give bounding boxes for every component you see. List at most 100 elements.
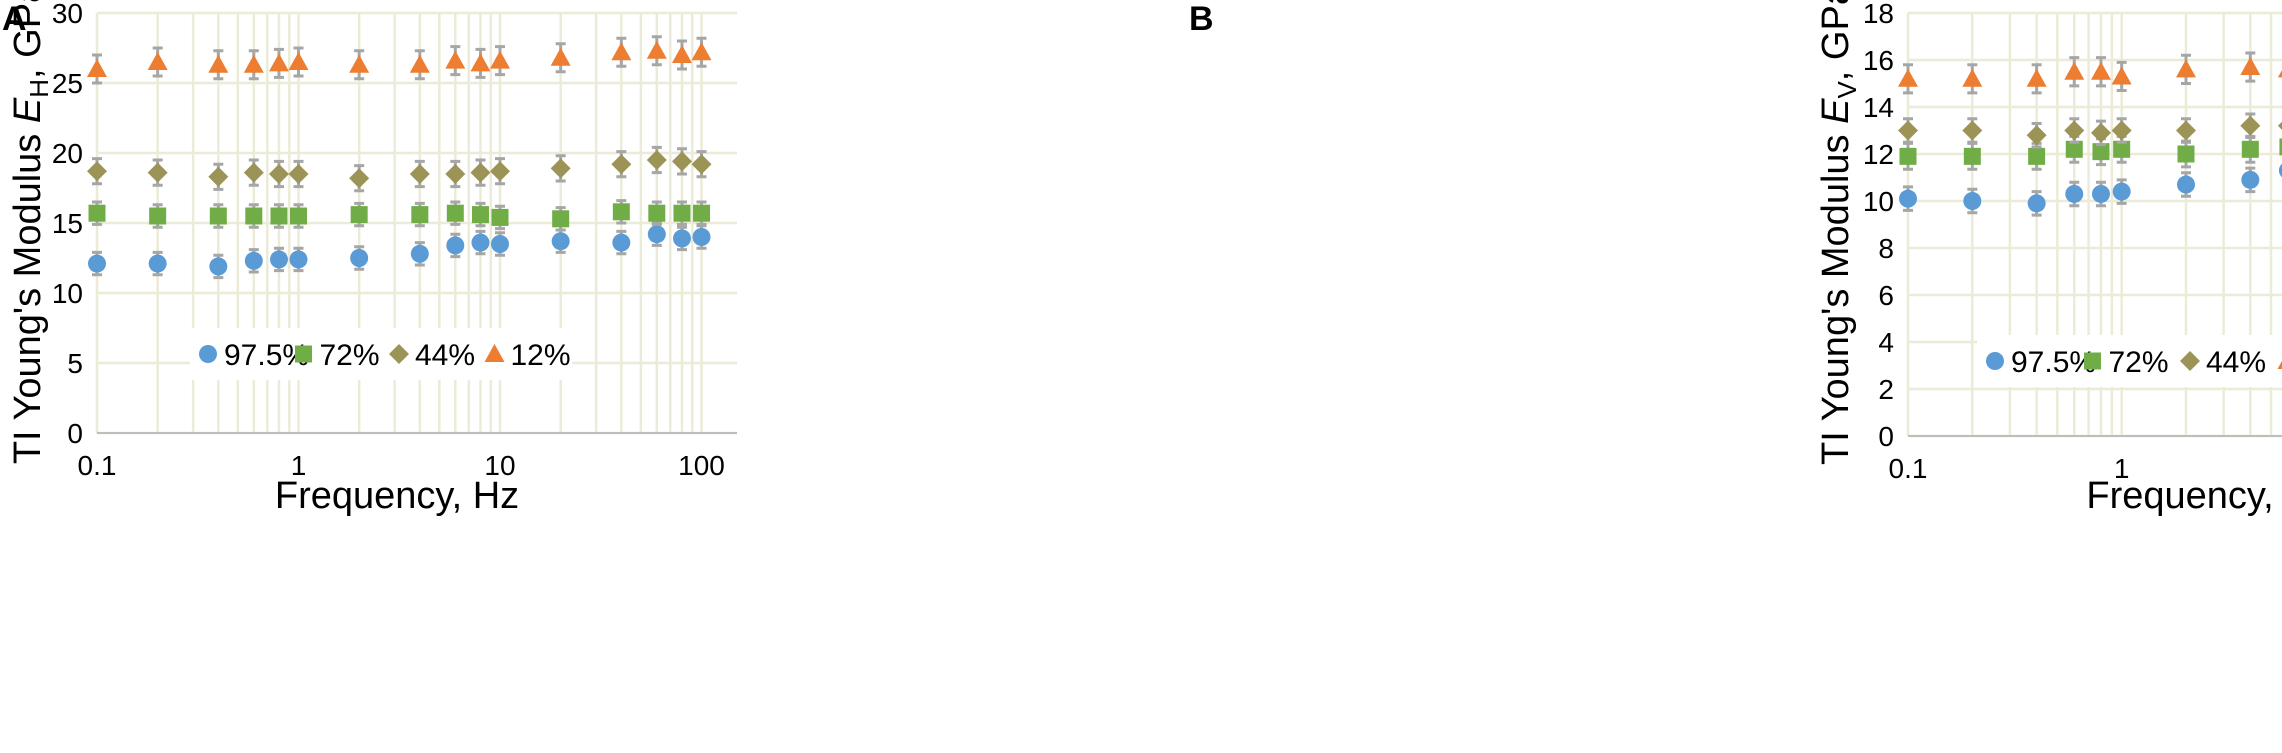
- data-point: [692, 228, 711, 246]
- data-point: [2111, 66, 2132, 85]
- series-square: [88, 199, 711, 232]
- data-point: [2028, 147, 2046, 165]
- series-diamond: [87, 145, 712, 193]
- data-point: [350, 249, 369, 267]
- legend-marker-diamond: [2180, 351, 2200, 371]
- data-point: [446, 204, 464, 222]
- data-point: [1898, 68, 1918, 87]
- data-point: [2176, 175, 2195, 194]
- data-point: [2175, 120, 2196, 141]
- legend-marker-triangle: [2277, 360, 2282, 369]
- data-point: [612, 203, 630, 221]
- data-point: [1962, 120, 1983, 141]
- data-point: [409, 164, 430, 184]
- y-tick-label: 18: [1863, 0, 1894, 29]
- data-point: [2065, 140, 2083, 158]
- data-point: [270, 207, 288, 225]
- series-triangle: [1898, 51, 2282, 95]
- data-point: [2277, 70, 2282, 78]
- x-axis-title: Frequency, Hz: [2086, 475, 2282, 517]
- data-point: [550, 158, 571, 179]
- data-point: [446, 236, 465, 255]
- data-point: [646, 150, 667, 170]
- chart-panel-b: B TI Young's Modulus EV, GPa Frequency, …: [1141, 0, 2282, 753]
- legend-label: 44%: [415, 339, 475, 372]
- chart-panel-a: A TI Young's Modulus EH, GPa Frequency, …: [2, 0, 737, 517]
- data-point: [550, 47, 571, 66]
- data-point: [673, 204, 691, 222]
- data-point: [350, 206, 368, 224]
- y-tick-label: 2: [1878, 374, 1894, 405]
- legend-label: 97.5%: [224, 339, 309, 372]
- y-tick-label: 0: [67, 418, 83, 449]
- data-point: [147, 52, 168, 70]
- data-point: [2092, 143, 2110, 161]
- x-tick-label: 1: [2114, 453, 2130, 484]
- y-tick-label: 10: [52, 278, 83, 309]
- legend: 97.5%72%44%12%: [190, 328, 572, 380]
- data-point: [2064, 120, 2085, 141]
- data-point: [87, 161, 107, 182]
- legend: 97.5%72%44%12%: [1977, 335, 2282, 387]
- y-tick-label: 4: [1878, 327, 1894, 358]
- data-point: [611, 42, 632, 61]
- data-point: [88, 204, 106, 222]
- data-point: [289, 250, 308, 269]
- data-point: [2112, 182, 2131, 201]
- data-point: [2091, 184, 2110, 203]
- y-tick-label: 25: [52, 68, 83, 99]
- series-diamond: [1898, 112, 2282, 149]
- y-axis-title: TI Young's Modulus EV, GPa: [1815, 0, 1862, 465]
- series-triangle: [87, 35, 712, 85]
- data-point: [648, 204, 666, 222]
- data-point: [147, 162, 168, 183]
- data-point: [411, 206, 429, 224]
- legend-marker-square: [295, 345, 312, 363]
- data-point: [1963, 192, 1982, 210]
- x-tick-label: 0.1: [78, 450, 117, 481]
- data-point: [243, 162, 264, 183]
- data-point: [552, 210, 570, 228]
- data-point: [490, 50, 511, 69]
- y-tick-label: 16: [1863, 45, 1894, 76]
- data-point: [2111, 120, 2132, 141]
- data-point: [471, 233, 490, 252]
- data-point: [1899, 147, 1917, 165]
- legend-background: [1977, 335, 2282, 387]
- chart-b: B TI Young's Modulus EV, GPa Frequency, …: [1189, 0, 2282, 517]
- legend-marker-diamond: [389, 344, 409, 364]
- legend-marker-square: [2084, 352, 2101, 370]
- data-point: [2064, 61, 2085, 80]
- legend-marker-triangle: [484, 344, 505, 362]
- data-point: [2113, 140, 2131, 158]
- data-point: [646, 40, 667, 59]
- data-point: [647, 225, 666, 244]
- data-point: [491, 208, 509, 226]
- data-point: [1962, 68, 1983, 87]
- data-point: [349, 54, 370, 73]
- data-point: [491, 235, 510, 253]
- data-point: [208, 54, 229, 73]
- data-point: [268, 164, 289, 184]
- legend-label: 72%: [320, 339, 380, 372]
- legend-marker-circle: [199, 345, 217, 363]
- data-point: [209, 257, 228, 276]
- data-point: [290, 207, 308, 225]
- data-point: [2027, 194, 2046, 213]
- data-point: [693, 204, 711, 222]
- data-point: [88, 254, 106, 273]
- data-point: [409, 54, 430, 73]
- data-point: [445, 164, 466, 184]
- data-point: [471, 206, 489, 224]
- y-tick-label: 0: [1878, 421, 1894, 452]
- data-point: [1899, 189, 1917, 208]
- data-point: [445, 50, 466, 69]
- x-tick-label: 1: [291, 450, 307, 481]
- data-point: [208, 166, 229, 187]
- legend-label: 72%: [2109, 346, 2169, 379]
- data-point: [2240, 57, 2261, 76]
- y-tick-label: 6: [1878, 280, 1894, 311]
- data-point: [672, 229, 691, 248]
- data-point: [87, 59, 107, 77]
